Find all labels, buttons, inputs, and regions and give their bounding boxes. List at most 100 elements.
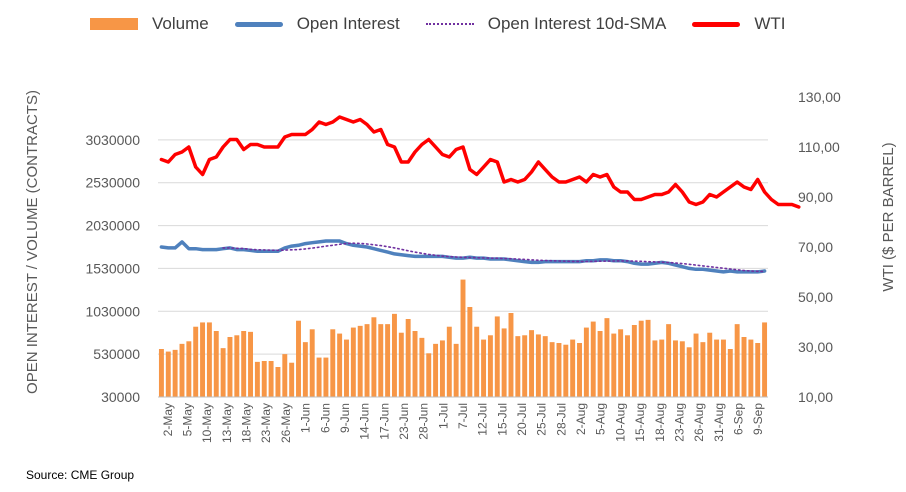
x-axis-tick-label: 2-Aug <box>574 403 588 435</box>
open-interest-sma-line <box>222 242 766 273</box>
volume-bar <box>412 331 418 397</box>
volume-bar <box>542 336 548 397</box>
right-axis-tick-label: 10,00 <box>798 389 833 405</box>
volume-bar <box>378 324 384 397</box>
x-axis-tick-label: 31-Aug <box>712 403 726 442</box>
volume-bar <box>165 351 171 397</box>
volume-bar <box>762 322 768 397</box>
volume-bar <box>467 307 473 397</box>
volume-bar <box>618 329 624 397</box>
volume-bar <box>474 326 480 397</box>
x-axis-tick-label: 7-Jul <box>456 403 470 429</box>
volume-bar <box>302 342 308 397</box>
volume-bar <box>261 361 267 397</box>
volume-bar <box>371 317 377 397</box>
volume-bar <box>714 339 720 397</box>
x-axis-tick-label: 20-Jul <box>515 403 529 436</box>
volume-bar <box>316 357 322 397</box>
legend-label-wti: WTI <box>754 14 786 33</box>
x-axis-tick-label: 18-Aug <box>653 403 667 442</box>
volume-bar <box>282 354 288 397</box>
x-axis-tick-label: 25-Jul <box>535 403 549 436</box>
volume-bar <box>590 321 596 397</box>
volume-bar <box>508 313 514 397</box>
x-axis-tick-label: 9-Sep <box>751 403 765 435</box>
volume-bar <box>200 322 206 397</box>
volume-bar <box>193 326 199 397</box>
volume-bar <box>515 336 521 397</box>
x-axis-tick-label: 26-May <box>279 403 293 443</box>
volume-bar <box>597 331 603 397</box>
sma-swatch <box>425 23 474 25</box>
volume-bar <box>604 318 610 397</box>
volume-bar <box>364 324 370 397</box>
volume-bar <box>385 324 391 397</box>
volume-bar <box>206 322 212 397</box>
volume-bar <box>679 341 685 397</box>
volume-bar <box>535 334 541 397</box>
volume-bar <box>344 339 349 397</box>
volume-bar <box>611 333 617 397</box>
right-axis-tick-label: 30,00 <box>798 339 833 355</box>
volume-bar <box>268 361 274 397</box>
x-axis-tick-label: 9-Jun <box>338 403 352 433</box>
volume-bar <box>323 357 329 397</box>
x-axis-tick-label: 17-Jun <box>377 403 391 440</box>
left-axis-tick-label: 2030000 <box>85 218 140 234</box>
x-axis-tick-label: 18-May <box>240 403 254 443</box>
volume-bar <box>330 329 336 397</box>
volume-bar <box>426 353 432 397</box>
wti-swatch <box>692 21 741 27</box>
legend-label-open-interest: Open Interest <box>296 14 400 33</box>
volume-bar <box>645 319 651 397</box>
volume-bar <box>186 341 192 397</box>
legend-item-sma: Open Interest 10d-SMA <box>425 14 667 34</box>
source-note: Source: CME Group <box>26 468 135 482</box>
volume-bar <box>625 335 630 397</box>
volume-bar <box>337 333 343 397</box>
volume-bar <box>700 342 706 397</box>
volume-bar <box>357 325 363 397</box>
legend-item-wti: WTI <box>692 14 785 34</box>
volume-bar <box>673 340 678 397</box>
volume-bar <box>570 339 576 397</box>
chart-legend: Volume Open Interest Open Interest 10d-S… <box>90 14 811 34</box>
right-axis-tick-label: 90,00 <box>798 189 833 205</box>
volume-bar <box>446 326 452 397</box>
volume-bar <box>241 331 247 397</box>
volume-bar <box>707 332 713 397</box>
volume-bar <box>741 337 747 397</box>
volume-bar <box>529 330 535 397</box>
x-axis-tick-label: 6-Jun <box>318 403 332 433</box>
left-axis-tick-label: 30000 <box>101 389 140 405</box>
x-axis-tick-label: 23-May <box>259 403 273 443</box>
volume-bar <box>522 335 528 397</box>
volume-bar <box>720 339 726 397</box>
volume-bar <box>419 337 425 397</box>
open-interest-swatch <box>234 21 283 27</box>
volume-bar <box>487 335 493 397</box>
legend-label-sma: Open Interest 10d-SMA <box>487 14 667 33</box>
x-axis-tick-label: 1-Jun <box>299 403 313 433</box>
volume-bar <box>481 339 487 397</box>
volume-bar <box>755 343 761 397</box>
volume-bar <box>405 319 411 397</box>
volume-bar <box>439 340 445 397</box>
x-axis-tick-label: 28-Jul <box>554 403 568 436</box>
x-axis-tick-label: 6-Sep <box>731 403 745 435</box>
volume-bar <box>275 367 281 397</box>
volume-bar <box>398 332 404 397</box>
left-axis-tick-label: 2530000 <box>85 175 140 191</box>
volume-bar <box>179 343 185 397</box>
x-axis-tick-label: 5-Aug <box>594 403 608 435</box>
volume-bar <box>748 339 754 397</box>
left-axis-tick-label: 3030000 <box>85 132 140 148</box>
volume-bar <box>248 331 253 397</box>
volume-bar <box>631 325 637 397</box>
volume-swatch <box>90 18 138 30</box>
volume-bar <box>652 340 658 397</box>
legend-item-volume: Volume <box>90 14 209 34</box>
open-interest-line <box>159 239 767 274</box>
x-axis-tick-label: 1-Jul <box>436 403 450 429</box>
